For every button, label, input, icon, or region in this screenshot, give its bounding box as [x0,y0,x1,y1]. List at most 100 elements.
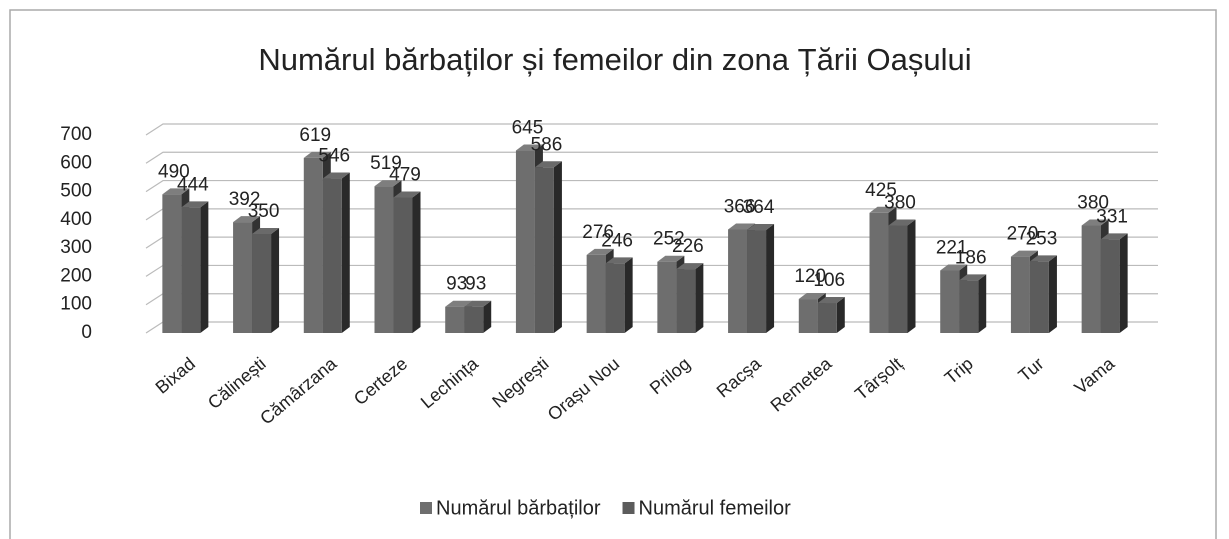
bar-side [412,191,421,333]
bar [676,263,704,333]
bar [252,228,280,333]
data-label: 479 [389,165,421,186]
bar-front [464,306,484,333]
bar-top [798,293,826,300]
bar-front [322,178,342,333]
bar-front [817,303,837,333]
legend-swatch [622,502,635,514]
data-label: 519 [370,153,402,174]
bar [605,257,633,333]
bar-top [515,144,543,151]
bar-side [695,263,704,333]
legend-label: Numărul femeilor [639,497,792,519]
bar-top [303,151,331,158]
data-label: 546 [318,146,350,167]
legend-label: Numărul bărbaților [436,497,601,519]
data-label: 425 [865,180,897,201]
bar-front [374,186,394,333]
bar-top [162,188,190,195]
bar-side [553,161,562,333]
bar-front [534,167,554,333]
bar-top [1081,219,1109,226]
bar-front [605,263,625,333]
bar-front [586,254,606,333]
bar-top [374,180,402,187]
bar-top [657,255,685,262]
data-label: 221 [936,238,968,259]
bar-front [798,299,818,333]
bar-front [728,229,748,333]
bar-side [624,257,633,333]
bar-front [888,225,908,333]
bar-top [233,216,261,223]
bar-side [200,201,209,333]
bar-top [817,297,845,304]
bar-front [747,230,767,333]
data-label: 276 [582,222,614,243]
grid-line [145,123,1158,136]
bar [393,191,421,333]
grid-line [145,151,1158,164]
data-label: 253 [1026,228,1058,249]
bar-side [907,219,916,333]
bar-side [836,297,845,333]
data-label: 444 [177,174,209,195]
data-label: 392 [229,189,261,210]
bar-front [940,270,960,333]
bar-top [464,300,492,307]
bar [817,297,845,333]
bar-top [393,191,421,198]
bar-top [888,219,916,226]
bar-front [181,207,201,333]
y-tick-label: 300 [60,237,92,258]
bar-top [322,172,350,179]
data-label: 106 [813,270,845,291]
data-label: 619 [299,125,331,146]
bar-front [1010,256,1030,333]
y-tick-label: 100 [60,294,92,315]
bar [322,172,350,333]
data-label: 366 [724,196,756,217]
bar-front [515,150,535,333]
y-tick-label: 500 [60,181,92,202]
bar [534,161,562,333]
bar-side [483,300,492,333]
y-tick-label: 200 [60,265,92,286]
bar-top [728,223,756,230]
data-label: 586 [531,134,563,155]
bar-top [1100,233,1128,240]
data-label: 246 [601,230,633,251]
bar-front [162,194,182,333]
bar-front [869,212,889,333]
bar-front [657,261,677,333]
bar-top [747,224,775,231]
bar-front [445,306,465,333]
bar-top [605,257,633,264]
data-label: 120 [794,266,826,287]
bar-top [534,161,562,168]
bar-top [252,228,280,234]
bar-front [252,234,272,333]
bar [747,224,775,333]
bar-front [233,222,253,333]
bar-front [1100,239,1120,333]
bar-front [393,197,413,333]
bar-side [1048,255,1057,333]
data-label: 490 [158,161,190,182]
bar-top [1010,250,1038,257]
data-label: 186 [955,247,987,268]
data-label: 645 [512,118,544,139]
bar-front [1081,225,1101,333]
bar [888,219,916,333]
data-label: 270 [1007,224,1039,245]
data-label: 364 [743,197,775,218]
bar [1100,233,1128,333]
chart-title: Numărul bărbaților și femeilor din zona … [258,42,971,77]
bar [1029,255,1057,333]
data-label: 350 [248,201,280,222]
bar-side [1119,233,1128,333]
bar [959,274,987,333]
bar-top [181,201,209,208]
data-label: 380 [884,193,916,214]
